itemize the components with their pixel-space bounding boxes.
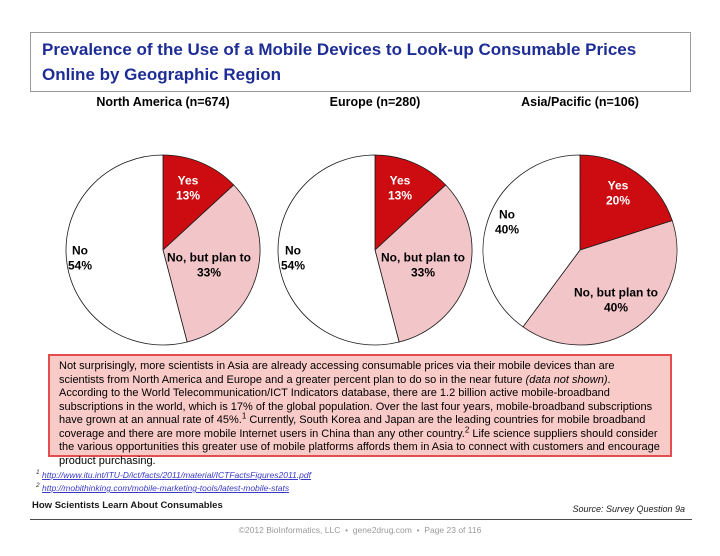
footnote-link-mobithinking[interactable]: http://mobithinking.com/mobile-marketing… [42, 482, 290, 493]
pie-slice-no-but-plan-to [522, 220, 678, 346]
pie-slice-no-but-plan-to [162, 184, 261, 343]
pie-chart-europe: Europe (n=280) Yes 13% No, but plan to 33% N… [275, 95, 475, 357]
report-title-footer: How Scientists Learn About Consumables [32, 500, 223, 511]
note-italic-data-not-shown: (data not shown) [525, 373, 608, 386]
pie-slice-yes [579, 154, 673, 251]
pie-svg [277, 154, 473, 346]
note-text-4: Life science suppliers should consider t… [59, 427, 660, 467]
pie-svg [482, 154, 678, 346]
pie-slice-yes [162, 154, 235, 251]
note-superscript-2: 2 [464, 424, 470, 434]
commentary-text-box: Not surprisingly, more scientists in Asi… [48, 354, 672, 467]
pie-slice-no-but-plan-to [374, 184, 473, 343]
pie-area-north-america: Yes 13% No, but plan to 33% No 54% [63, 152, 263, 348]
pie-svg [65, 154, 261, 346]
copyright-line: ©2012 BioInformatics, LLC • gene2drug.co… [238, 525, 482, 535]
footer-divider [30, 519, 692, 520]
pie-slice-no [277, 154, 400, 346]
pie-slice-yes [374, 154, 447, 251]
footnote-1: 1 http://www.itu.int/ITU-D/ict/facts/201… [36, 469, 311, 480]
note-text-3: Currently, South Korea and Japan are the… [59, 414, 646, 440]
pie-slice-no [65, 154, 188, 346]
pie-chart-asia-pacific: Asia/Pacific (n=106) Yes 20% No, but plan … [480, 95, 680, 357]
footnote-2-marker: 2 [36, 482, 40, 489]
pie-area-europe: Yes 13% No, but plan to 33% No 54% [275, 152, 475, 348]
footnote-2: 2 http://mobithinking.com/mobile-marketi… [36, 482, 289, 493]
slide-title-box: Prevalence of the Use of a Mobile Device… [30, 32, 691, 92]
footnote-1-marker: 1 [36, 469, 40, 476]
source-note: Source: Survey Question 9a [572, 504, 685, 514]
chart-title-europe: Europe (n=280) [329, 95, 421, 109]
note-text-2: . According to the World Telecommunicati… [59, 373, 653, 427]
pie-area-asia-pacific: Yes 20% No, but plan to 40% No 40% [480, 152, 680, 348]
page-title: Prevalence of the Use of a Mobile Device… [42, 40, 637, 84]
note-text-1: Not surprisingly, more scientists in Asi… [59, 360, 615, 386]
pie-chart-north-america: North America (n=674) Yes 13% No, but plan… [63, 95, 263, 357]
note-superscript-1: 1 [241, 411, 247, 421]
chart-title-asia-pacific: Asia/Pacific (n=106) [521, 95, 639, 109]
pie-slice-no [482, 154, 581, 328]
footnote-link-itu[interactable]: http://www.itu.int/ITU-D/ict/facts/2011/… [42, 469, 311, 480]
chart-title-north-america: North America (n=674) [96, 95, 230, 109]
